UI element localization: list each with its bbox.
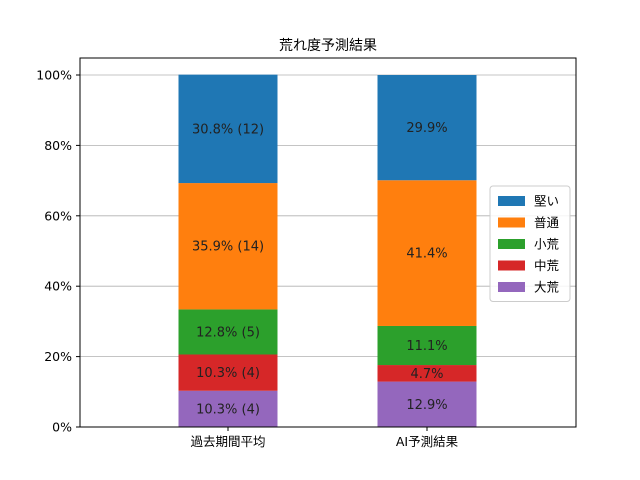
bar-data-label: 12.8% (5) <box>196 325 260 340</box>
legend-label: 中荒 <box>534 258 559 273</box>
legend-swatch <box>498 239 525 249</box>
bar-segment <box>178 74 278 184</box>
bar-data-label: 35.9% (14) <box>192 240 264 255</box>
bar-data-label: 11.1% <box>406 339 447 354</box>
legend-box <box>489 185 571 302</box>
bar-data-label: 12.9% <box>406 398 447 413</box>
legend-swatch <box>498 260 525 271</box>
bars <box>178 74 477 427</box>
y-tick-label: 100% <box>36 68 72 83</box>
bar-segment <box>178 390 278 427</box>
bar-segment <box>377 365 477 382</box>
bar-data-label: 10.3% (4) <box>196 366 260 381</box>
legend-swatch <box>498 217 525 228</box>
bar-data-label: 29.9% <box>406 121 447 136</box>
bar-data-label: 41.4% <box>406 247 447 262</box>
bar-segment <box>377 75 477 181</box>
legend-swatch <box>498 196 525 206</box>
bar-segment <box>377 381 477 427</box>
bar-data-label: 4.7% <box>410 367 443 382</box>
bar-data-label: 30.8% (12) <box>192 122 264 137</box>
x-axis: 過去期間平均 AI予測結果 <box>190 427 459 449</box>
bar-segment <box>377 325 477 366</box>
legend-swatch <box>498 282 525 292</box>
bar-segment <box>178 309 278 355</box>
legend-label: 堅い <box>534 194 559 209</box>
bar-segment <box>377 180 477 326</box>
bar-segment <box>178 183 278 310</box>
y-tick-label: 80% <box>44 138 72 153</box>
bar-segment <box>178 354 278 391</box>
x-tick-label: 過去期間平均 <box>190 434 265 449</box>
y-tick-label: 40% <box>44 279 72 294</box>
bar-data-label: 10.3% (4) <box>196 402 260 417</box>
chart-title: 荒れ度予測結果 <box>279 38 377 54</box>
bar-labels: 10.3% (4) 10.3% (4) 12.8% (5) 35.9% (14) 30.… <box>192 121 448 417</box>
y-tick-label: 0% <box>52 420 72 435</box>
legend-label: 普通 <box>534 215 560 230</box>
legend-label: 大荒 <box>534 280 559 295</box>
y-tick-label: 20% <box>44 349 72 364</box>
legend-label: 小荒 <box>534 237 559 252</box>
y-tick-label: 60% <box>44 208 72 223</box>
plot-frame <box>79 57 577 428</box>
x-tick-label: AI予測結果 <box>396 434 459 449</box>
y-axis: 0% 20% 40% 60% 80% 100% <box>36 68 80 435</box>
